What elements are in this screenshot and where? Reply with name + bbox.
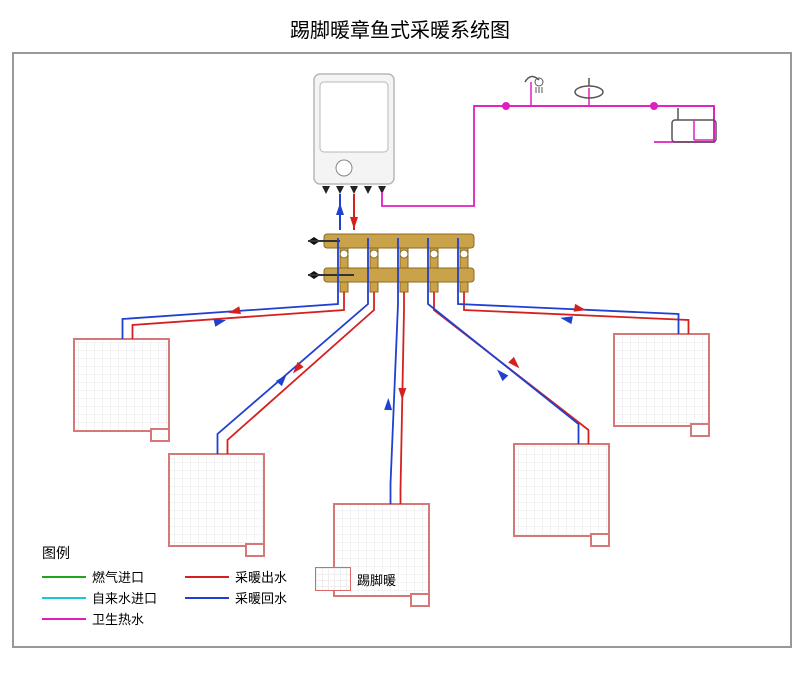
legend-line-dhw bbox=[42, 618, 86, 620]
legend: 图例 燃气进口 自来水进口 卫生热水 bbox=[42, 543, 396, 628]
manifold-supply bbox=[324, 234, 474, 248]
radiator-panel bbox=[169, 454, 264, 546]
legend-line-tap bbox=[42, 597, 86, 599]
legend-item-dhw: 卫生热水 bbox=[42, 609, 157, 628]
legend-item-return: 采暖回水 bbox=[185, 588, 287, 607]
legend-line-gas bbox=[42, 576, 86, 578]
page-title: 踢脚暖章鱼式采暖系统图 bbox=[0, 0, 800, 53]
radiator-panel bbox=[74, 339, 169, 431]
legend-item-supply: 采暖出水 bbox=[185, 567, 287, 586]
legend-label: 自来水进口 bbox=[92, 588, 157, 607]
legend-line-supply bbox=[185, 576, 229, 578]
legend-label: 燃气进口 bbox=[92, 567, 144, 586]
legend-label: 采暖回水 bbox=[235, 588, 287, 607]
diagram-frame: 图例 燃气进口 自来水进口 卫生热水 bbox=[12, 52, 792, 648]
radiator-panel bbox=[514, 444, 609, 536]
radiator-panel bbox=[614, 334, 709, 426]
legend-line-return bbox=[185, 597, 229, 599]
legend-item-tap: 自来水进口 bbox=[42, 588, 157, 607]
legend-label: 踢脚暖 bbox=[357, 570, 396, 589]
legend-heading: 图例 bbox=[42, 543, 396, 563]
legend-label: 采暖出水 bbox=[235, 567, 287, 586]
legend-item-radiator: 踢脚暖 bbox=[315, 567, 396, 591]
legend-swatch-radiator bbox=[315, 567, 351, 591]
legend-item-gas: 燃气进口 bbox=[42, 567, 157, 586]
legend-label: 卫生热水 bbox=[92, 609, 144, 628]
